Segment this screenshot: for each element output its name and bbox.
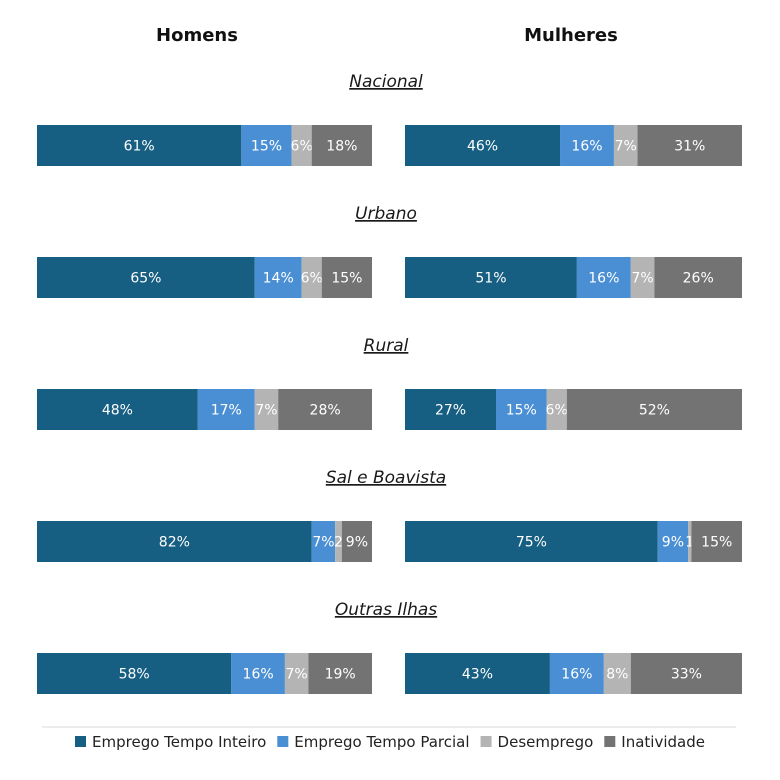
bar-segment-rural-mulheres-emprego-tempo-parcial bbox=[495, 389, 547, 430]
bar-segment-sal-e-boavista-mulheres-inatividade bbox=[691, 521, 742, 562]
legend-label-desemprego: Desemprego bbox=[498, 733, 594, 751]
bar-segment-rural-homens-inatividade bbox=[278, 389, 372, 430]
column-title-homens: Homens bbox=[156, 25, 238, 46]
legend-swatch-desemprego bbox=[480, 736, 492, 747]
bar-segment-outras-ilhas-homens-desemprego bbox=[284, 653, 309, 694]
data-label: 33% bbox=[671, 667, 702, 683]
bar-segment-sal-e-boavista-homens-inatividade bbox=[341, 521, 372, 562]
group-title-nacional: Nacional bbox=[349, 72, 423, 92]
data-label: 7% bbox=[255, 403, 277, 419]
bar-segment-nacional-homens-desemprego bbox=[291, 125, 312, 166]
data-label: 8% bbox=[606, 667, 628, 683]
bar-segment-sal-e-boavista-mulheres-desemprego bbox=[688, 521, 692, 562]
data-label: 6% bbox=[546, 403, 568, 419]
bar-segment-outras-ilhas-mulheres-emprego-tempo-inteiro bbox=[405, 653, 550, 694]
data-label: 43% bbox=[462, 667, 493, 683]
bar-segment-outras-ilhas-mulheres-desemprego bbox=[603, 653, 631, 694]
data-label: 15% bbox=[251, 139, 282, 155]
bar-segment-rural-mulheres-desemprego bbox=[546, 389, 567, 430]
bar-segment-urbano-mulheres-desemprego bbox=[630, 257, 655, 298]
bar-segment-urbano-mulheres-emprego-tempo-parcial bbox=[576, 257, 631, 298]
data-label: 15% bbox=[506, 403, 537, 419]
bar-segment-outras-ilhas-homens-inatividade bbox=[308, 653, 372, 694]
bar-segment-rural-homens-emprego-tempo-parcial bbox=[197, 389, 255, 430]
data-label: 46% bbox=[467, 139, 498, 155]
data-label: 27% bbox=[435, 403, 466, 419]
bar-segment-rural-mulheres-emprego-tempo-inteiro bbox=[405, 389, 496, 430]
data-label: 19% bbox=[325, 667, 356, 683]
bar-segment-nacional-homens-emprego-tempo-inteiro bbox=[37, 125, 242, 166]
data-label: 75% bbox=[516, 535, 547, 551]
bar-segment-sal-e-boavista-homens-desemprego bbox=[335, 521, 342, 562]
data-label: 6% bbox=[301, 271, 323, 287]
bar-segment-nacional-mulheres-emprego-tempo-parcial bbox=[560, 125, 614, 166]
data-label: 18% bbox=[326, 139, 357, 155]
data-label: 6% bbox=[291, 139, 313, 155]
data-label: 1 bbox=[685, 535, 694, 551]
data-label: 51% bbox=[475, 271, 506, 287]
legend-label-emprego-tempo-inteiro: Emprego Tempo Inteiro bbox=[92, 733, 266, 751]
bar-segment-sal-e-boavista-mulheres-emprego-tempo-inteiro bbox=[405, 521, 658, 562]
bar-segment-urbano-homens-emprego-tempo-parcial bbox=[254, 257, 302, 298]
bar-segment-outras-ilhas-homens-emprego-tempo-inteiro bbox=[37, 653, 232, 694]
bar-segment-sal-e-boavista-homens-emprego-tempo-parcial bbox=[311, 521, 336, 562]
legend-label-emprego-tempo-parcial: Emprego Tempo Parcial bbox=[294, 733, 469, 751]
bar-segment-nacional-mulheres-inatividade bbox=[637, 125, 742, 166]
bar-segment-urbano-mulheres-inatividade bbox=[654, 257, 742, 298]
bar-segment-rural-homens-desemprego bbox=[254, 389, 279, 430]
group-title-rural: Rural bbox=[364, 336, 409, 356]
data-label: 82% bbox=[159, 535, 190, 551]
bar-segment-rural-mulheres-inatividade bbox=[566, 389, 742, 430]
data-label: 7% bbox=[286, 667, 308, 683]
bar-segment-sal-e-boavista-mulheres-emprego-tempo-parcial bbox=[657, 521, 689, 562]
data-label: 28% bbox=[310, 403, 341, 419]
data-label: 52% bbox=[639, 403, 670, 419]
data-label: 61% bbox=[124, 139, 155, 155]
column-title-mulheres: Mulheres bbox=[524, 25, 618, 46]
data-label: 58% bbox=[119, 667, 150, 683]
bar-segment-outras-ilhas-homens-emprego-tempo-parcial bbox=[231, 653, 285, 694]
group-title-outras-ilhas: Outras Ilhas bbox=[335, 600, 437, 620]
bar-segment-urbano-homens-emprego-tempo-inteiro bbox=[37, 257, 255, 298]
data-label: 7% bbox=[312, 535, 334, 551]
legend-swatch-inatividade bbox=[604, 736, 616, 747]
bar-segment-nacional-mulheres-emprego-tempo-inteiro bbox=[405, 125, 561, 166]
legend: Emprego Tempo Inteiro Emprego Tempo Parci… bbox=[75, 733, 705, 751]
bar-segment-outras-ilhas-mulheres-inatividade bbox=[630, 653, 742, 694]
data-label: 14% bbox=[263, 271, 294, 287]
data-label: 9% bbox=[346, 535, 368, 551]
data-label: 26% bbox=[683, 271, 714, 287]
data-label: 16% bbox=[588, 271, 619, 287]
legend-swatch-emprego-tempo-inteiro bbox=[75, 736, 87, 747]
data-label: 15% bbox=[701, 535, 732, 551]
data-label: 2 bbox=[334, 535, 343, 551]
data-label: 16% bbox=[571, 139, 602, 155]
bar-segment-urbano-mulheres-emprego-tempo-inteiro bbox=[405, 257, 577, 298]
data-label: 16% bbox=[561, 667, 592, 683]
data-label: 7% bbox=[615, 139, 637, 155]
data-label: 48% bbox=[102, 403, 133, 419]
bar-segment-urbano-homens-desemprego bbox=[301, 257, 322, 298]
data-label: 31% bbox=[674, 139, 705, 155]
group-title-urbano: Urbano bbox=[355, 204, 417, 224]
data-label: 65% bbox=[130, 271, 161, 287]
bar-segment-nacional-homens-emprego-tempo-parcial bbox=[241, 125, 292, 166]
bar-segment-nacional-homens-inatividade bbox=[311, 125, 372, 166]
bar-segment-outras-ilhas-mulheres-emprego-tempo-parcial bbox=[549, 653, 604, 694]
data-label: 9% bbox=[662, 535, 684, 551]
legend-label-inatividade: Inatividade bbox=[621, 733, 705, 751]
legend-swatch-emprego-tempo-parcial bbox=[277, 736, 289, 747]
data-label: 17% bbox=[211, 403, 242, 419]
bar-segment-urbano-homens-inatividade bbox=[321, 257, 372, 298]
bar-segment-rural-homens-emprego-tempo-inteiro bbox=[37, 389, 198, 430]
bar-segment-nacional-mulheres-desemprego bbox=[613, 125, 638, 166]
data-label: 15% bbox=[331, 271, 362, 287]
data-label: 16% bbox=[243, 667, 274, 683]
bar-segment-sal-e-boavista-homens-emprego-tempo-inteiro bbox=[37, 521, 312, 562]
group-title-sal-e-boavista: Sal e Boavista bbox=[326, 468, 446, 488]
data-label: 7% bbox=[631, 271, 653, 287]
